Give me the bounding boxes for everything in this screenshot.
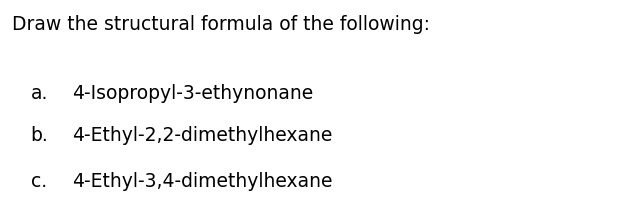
Text: 4-Ethyl-2,2-dimethylhexane: 4-Ethyl-2,2-dimethylhexane bbox=[72, 126, 332, 145]
Text: a.: a. bbox=[31, 84, 48, 103]
Text: 4-Ethyl-3,4-dimethylhexane: 4-Ethyl-3,4-dimethylhexane bbox=[72, 172, 332, 191]
Text: Draw the structural formula of the following:: Draw the structural formula of the follo… bbox=[12, 15, 429, 34]
Text: 4-Isopropyl-3-ethynonane: 4-Isopropyl-3-ethynonane bbox=[72, 84, 313, 103]
Text: b.: b. bbox=[31, 126, 49, 145]
Text: c.: c. bbox=[31, 172, 47, 191]
